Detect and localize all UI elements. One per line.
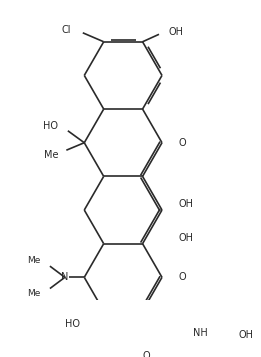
Text: Me: Me [27, 289, 40, 298]
Text: NH: NH [193, 328, 207, 338]
Text: Me: Me [44, 150, 58, 160]
Text: OH: OH [239, 330, 254, 340]
Text: Cl: Cl [61, 25, 71, 35]
Text: O: O [179, 272, 186, 282]
Text: HO: HO [65, 320, 80, 330]
Text: O: O [179, 138, 186, 148]
Text: HO: HO [43, 121, 58, 131]
Text: OH: OH [179, 199, 193, 209]
Text: OH: OH [179, 233, 193, 243]
Text: N: N [61, 272, 69, 282]
Text: OH: OH [169, 27, 184, 37]
Text: Me: Me [27, 256, 40, 265]
Text: O: O [143, 351, 150, 357]
